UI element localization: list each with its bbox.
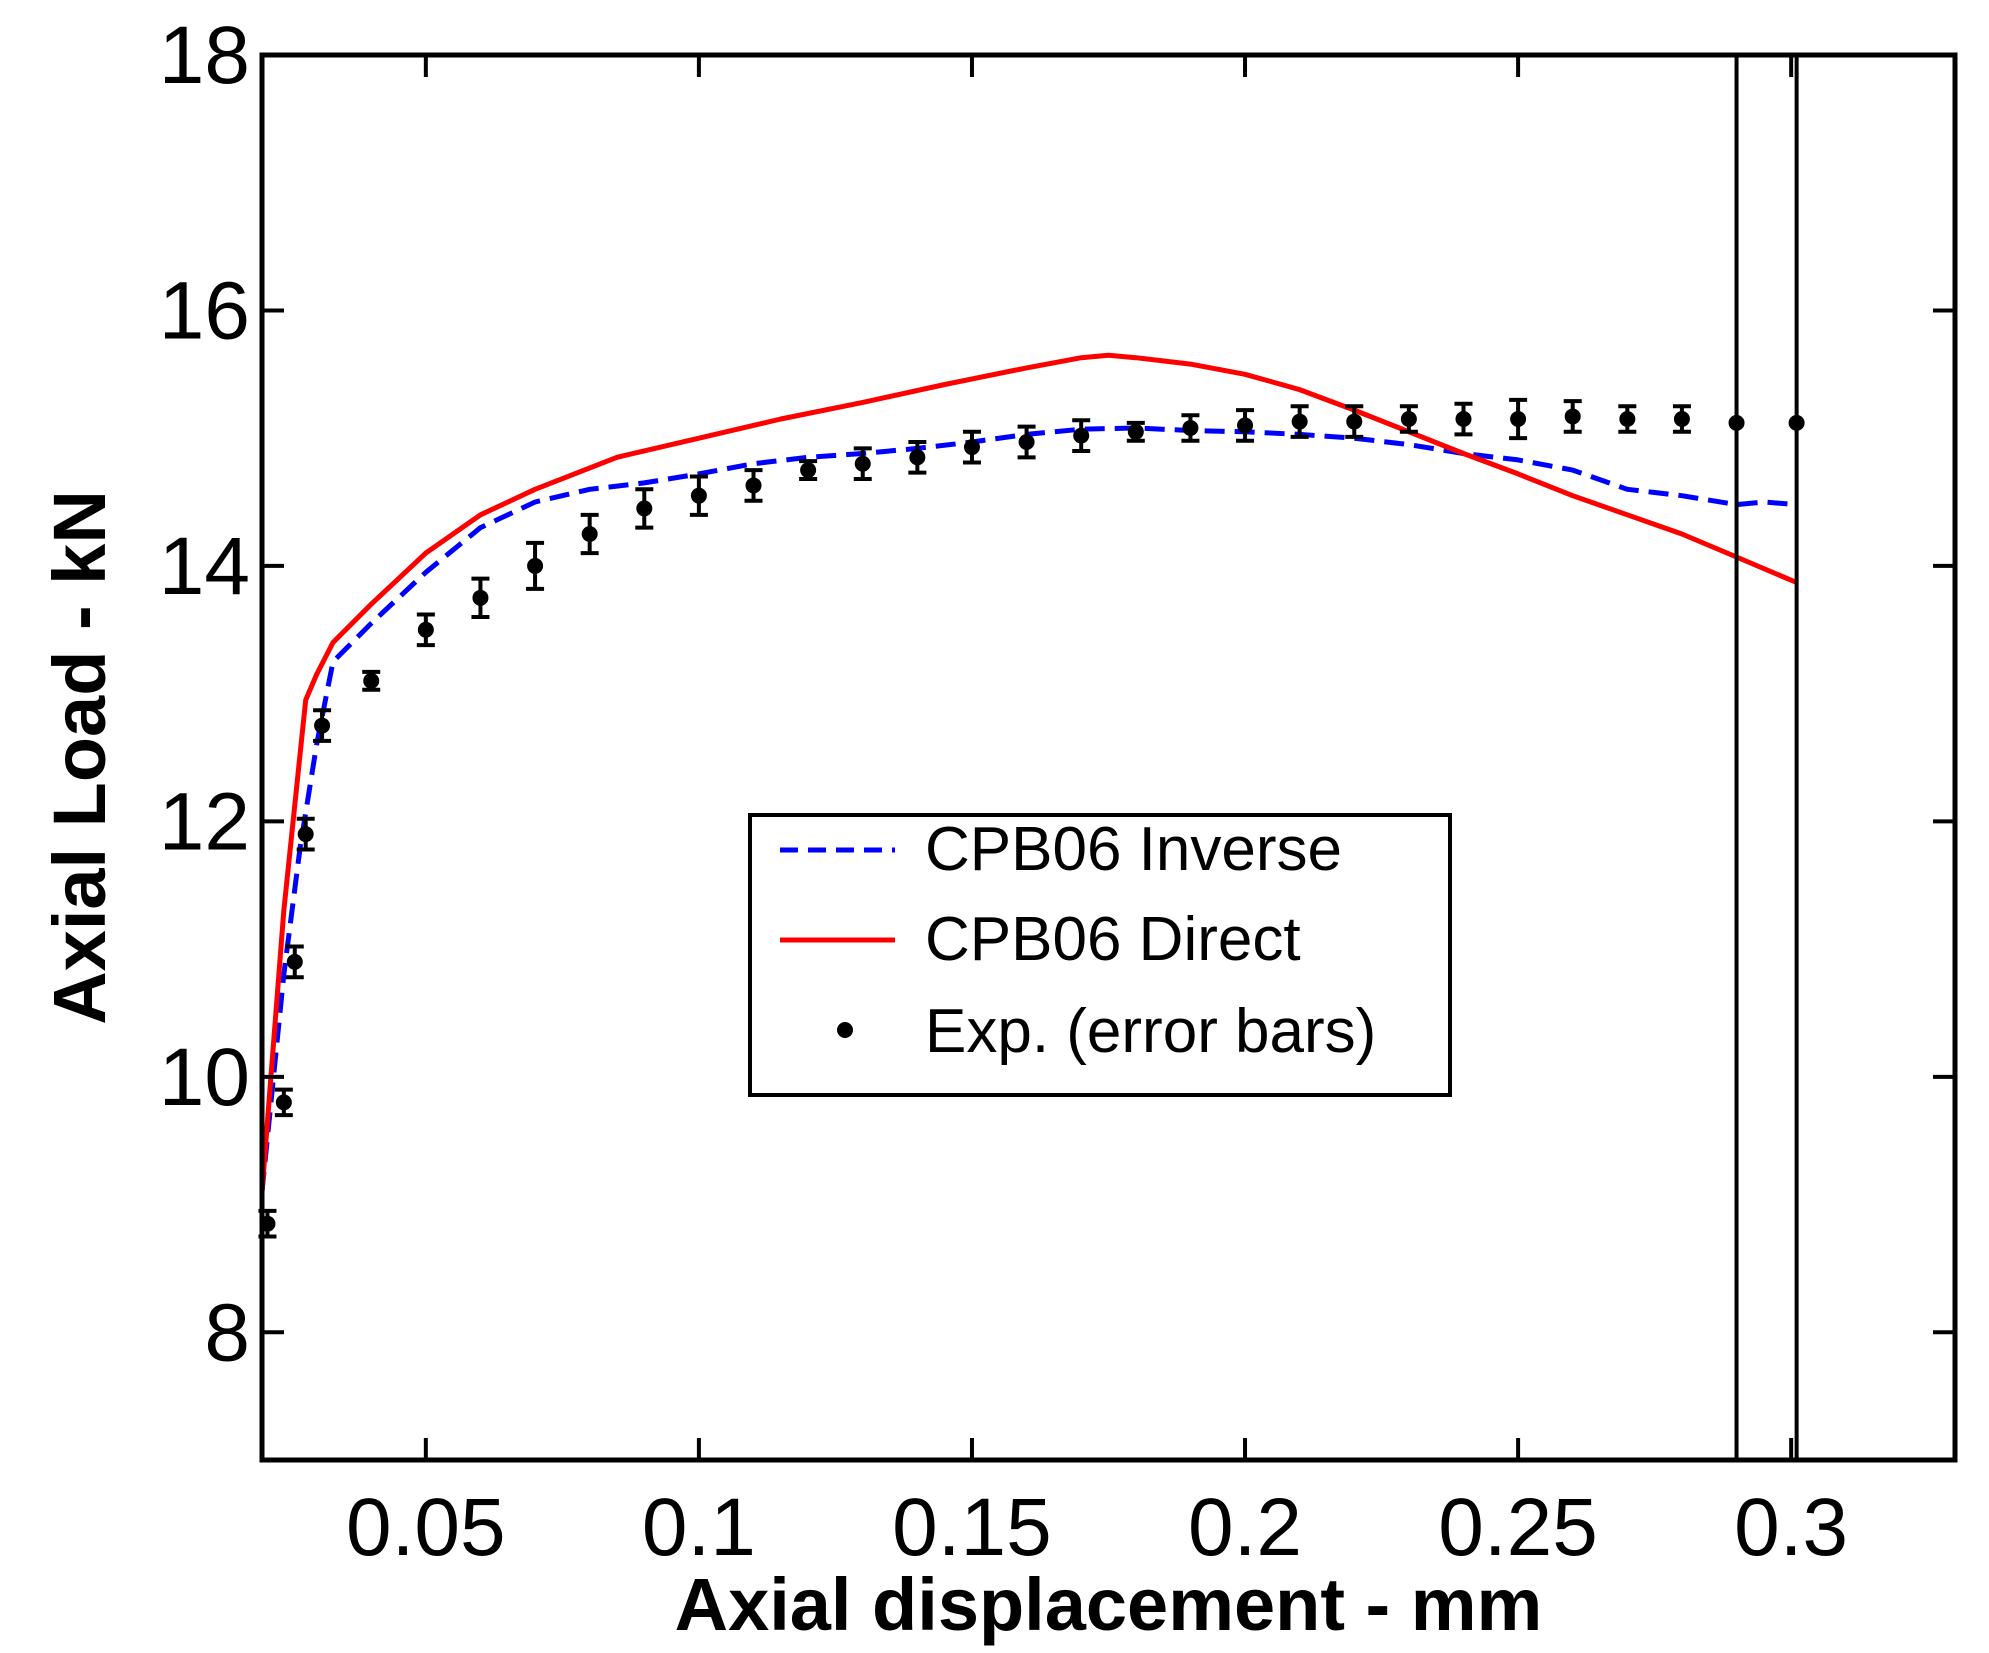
exp-point-6 — [417, 621, 434, 638]
exp-point-25 — [1455, 411, 1472, 428]
x-tick-label-0: 0.05 — [346, 1482, 506, 1573]
y-tick-label-4: 16 — [159, 265, 250, 356]
legend-label-cpb06-inverse: CPB06 Inverse — [925, 815, 1342, 884]
exp-point-24 — [1400, 411, 1417, 428]
exp-point-15 — [909, 449, 926, 466]
exp-point-22 — [1291, 413, 1308, 430]
legend-label-cpb06-direct: CPB06 Direct — [925, 905, 1301, 974]
exp-point-5 — [363, 672, 380, 689]
y-tick-label-3: 14 — [159, 521, 250, 612]
legend-box — [748, 813, 1452, 1097]
y-tick-label-2: 12 — [159, 776, 250, 867]
exp-point-26 — [1510, 411, 1527, 428]
exp-point-19 — [1127, 423, 1144, 440]
exp-point-9 — [581, 525, 598, 542]
exp-point-29 — [1673, 411, 1690, 428]
exp-point-23 — [1346, 413, 1363, 430]
exp-point-17 — [1018, 434, 1035, 451]
exp-point-30 — [1728, 414, 1745, 431]
x-tick-labels: 0.05 0.1 0.15 0.2 0.25 0.3 — [346, 1482, 1848, 1573]
y-tick-label-0: 8 — [204, 1287, 250, 1378]
exp-point-27 — [1564, 408, 1581, 425]
x-axis-title: Axial displacement - mm — [675, 1563, 1543, 1646]
exp-point-13 — [800, 462, 817, 479]
experimental-points-layer — [258, 55, 1805, 1460]
x-tick-label-5: 0.3 — [1734, 1482, 1848, 1573]
exp-point-12 — [745, 477, 762, 494]
exp-point-8 — [527, 557, 544, 574]
exp-point-14 — [854, 455, 871, 472]
exp-point-1 — [275, 1094, 292, 1111]
legend: CPB06 Inverse CPB06 Direct Exp. (error b… — [748, 813, 1452, 1097]
y-tick-label-5: 18 — [159, 10, 250, 101]
exp-point-16 — [963, 439, 980, 456]
y-axis-title: Axial Load - kN — [38, 490, 121, 1025]
x-tick-label-3: 0.2 — [1188, 1482, 1302, 1573]
x-tick-label-4: 0.25 — [1438, 1482, 1598, 1573]
y-tick-labels: 8 10 12 14 16 18 — [159, 10, 250, 1378]
exp-point-11 — [690, 487, 707, 504]
exp-point-18 — [1073, 427, 1090, 444]
tick-marks-layer — [262, 53, 1955, 1460]
legend-swatch-exp-marker — [837, 1022, 853, 1038]
exp-point-4 — [314, 717, 331, 734]
plot-frame — [259, 52, 1958, 1463]
exp-point-31 — [1788, 414, 1805, 431]
exp-point-7 — [472, 589, 489, 606]
exp-point-20 — [1182, 419, 1199, 436]
series-line-cpb06-direct — [259, 352, 1798, 1192]
exp-point-21 — [1237, 417, 1254, 434]
exp-point-2 — [286, 953, 303, 970]
exp-point-28 — [1619, 411, 1636, 428]
legend-label-exp-error-bars: Exp. (error bars) — [925, 997, 1376, 1066]
y-tick-label-1: 10 — [159, 1032, 250, 1123]
exp-point-3 — [297, 826, 314, 843]
x-tick-label-2: 0.15 — [892, 1482, 1052, 1573]
exp-point-10 — [636, 500, 653, 517]
x-tick-label-1: 0.1 — [642, 1482, 756, 1573]
